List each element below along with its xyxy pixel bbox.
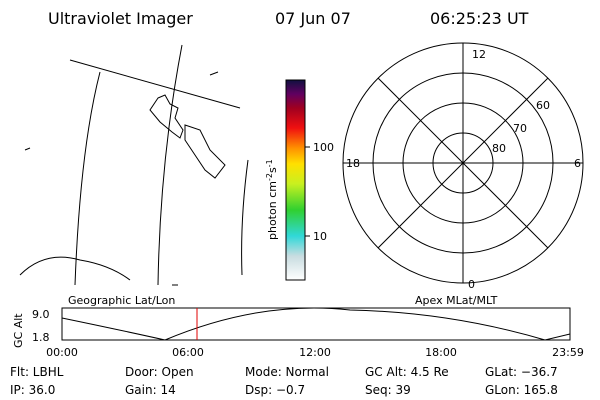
mlt-label: 6 <box>574 157 581 170</box>
mlt-label: 0 <box>468 278 475 291</box>
footer-field: IP: 36.0 <box>10 383 55 397</box>
colorbar-tick: 100 <box>313 141 334 154</box>
footer-field: GLat: −36.7 <box>485 365 558 379</box>
time-label: 23:59 <box>552 346 584 359</box>
mlat-label: 70 <box>513 122 527 135</box>
mlat-label: 80 <box>492 142 506 155</box>
mlat-label: 60 <box>536 99 550 112</box>
unit: photon cm <box>266 181 279 240</box>
altitude-curve <box>61 307 571 341</box>
time-label: 18:00 <box>425 346 457 359</box>
y-axis-label: GC Alt <box>12 313 25 348</box>
panel-label: Geographic Lat/Lon <box>68 294 175 307</box>
timeline-frame <box>61 307 571 341</box>
map <box>19 44 249 286</box>
footer-field: Dsp: −0.7 <box>245 383 305 397</box>
colorbar-tick: 10 <box>313 230 327 243</box>
footer-field: GC Alt: 4.5 Re <box>365 365 449 379</box>
time-label: 00:00 <box>46 346 78 359</box>
footer-field: Door: Open <box>125 365 194 379</box>
date: 07 Jun 07 <box>275 9 351 28</box>
y-label: 9.0 <box>32 308 50 321</box>
time: 06:25:23 UT <box>430 9 529 28</box>
unit: s <box>266 167 279 173</box>
time-label: 06:00 <box>172 346 204 359</box>
footer-field: Gain: 14 <box>125 383 176 397</box>
mlt-label: 18 <box>346 157 360 170</box>
footer-field: GLon: 165.8 <box>485 383 558 397</box>
instrument: Ultraviolet Imager <box>48 9 193 28</box>
y-label: 1.8 <box>32 331 50 344</box>
mlt-label: 12 <box>472 48 486 61</box>
time-label: 12:00 <box>299 346 331 359</box>
footer-field: Flt: LBHL <box>10 365 64 379</box>
footer-field: Seq: 39 <box>365 383 411 397</box>
footer-field: Mode: Normal <box>245 365 329 379</box>
colorbar-unit: photon cm-2s-1 <box>265 159 279 240</box>
unit-exp: -1 <box>265 159 274 167</box>
polar-grid <box>342 42 584 284</box>
colorbar <box>285 79 306 281</box>
colorbar-ticks <box>305 146 310 237</box>
panel-label: Apex MLat/MLT <box>415 294 498 307</box>
unit-exp: -2 <box>265 173 274 181</box>
